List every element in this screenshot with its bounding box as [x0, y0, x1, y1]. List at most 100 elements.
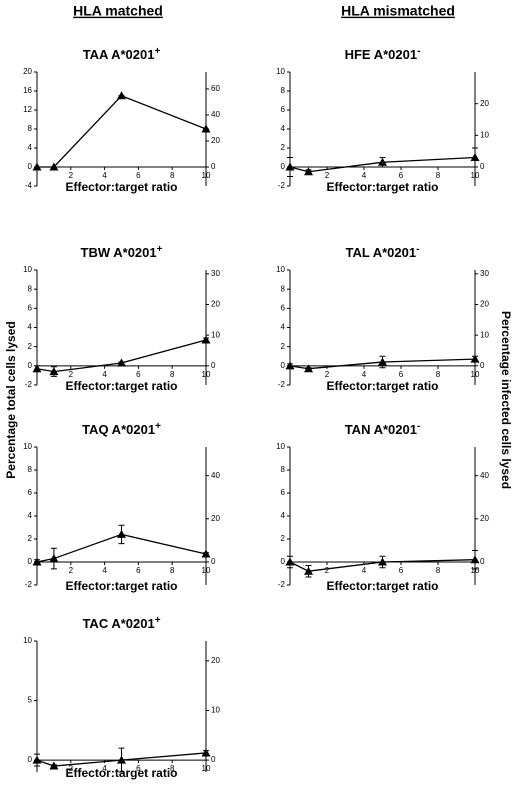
marker [32, 755, 42, 764]
y-tick-label: 0 [281, 361, 286, 370]
x-tick-label: 10 [202, 370, 211, 379]
data-line [36, 339, 207, 373]
y-tick-label: 8 [28, 284, 33, 293]
marker [285, 557, 295, 566]
marker [470, 555, 480, 564]
x-tick-label: 4 [362, 171, 367, 180]
marker [32, 162, 42, 171]
title-text: TBW A*0201 [81, 245, 157, 260]
x-tick-label: 8 [170, 370, 175, 379]
marker [117, 755, 126, 764]
y2-tick-label: 20 [480, 514, 489, 523]
title-text: TAA A*0201 [83, 47, 155, 62]
y2-tick-label: 0 [211, 162, 216, 171]
marker [49, 761, 59, 770]
x-axis-label: Effector:target ratio [65, 766, 177, 780]
title-superscript: + [154, 46, 160, 57]
y2-tick-label: 10 [480, 130, 489, 139]
y-tick-label: -2 [278, 580, 286, 589]
x-axis-label: Effector:target ratio [65, 379, 177, 393]
x-tick-label: 8 [170, 566, 175, 575]
marker [49, 162, 59, 171]
x-tick-label: 6 [136, 764, 141, 773]
y2-tick-label: 30 [211, 269, 220, 278]
marker [304, 566, 313, 575]
x-tick-label: 2 [325, 370, 330, 379]
y2-tick-label: 20 [211, 300, 220, 309]
x-axis-label: Effector:target ratio [326, 379, 438, 393]
x-tick-label: 2 [325, 566, 330, 575]
x-tick-label: 6 [399, 171, 404, 180]
x-tick-label: 6 [399, 370, 404, 379]
chart-title: TAQ A*0201+ [82, 421, 161, 438]
column-title: HLA matched [73, 3, 163, 19]
chart-title: HFE A*0201- [345, 46, 421, 63]
x-tick-label: 2 [325, 171, 330, 180]
data-line [289, 156, 476, 173]
y-tick-label: 6 [281, 105, 286, 114]
y-axis-label: Percentage total cells lysed [4, 321, 18, 478]
y-tick-label: 4 [281, 511, 286, 520]
y-tick-label: 4 [281, 323, 286, 332]
chart-title: TAA A*0201+ [83, 46, 161, 63]
data-line [36, 752, 207, 767]
y2-tick-label: 20 [480, 99, 489, 108]
y2-tick-label: 40 [211, 471, 220, 480]
marker [470, 153, 480, 161]
y-tick-label: 2 [28, 534, 33, 543]
y-tick-label: -2 [278, 181, 286, 190]
data-line [36, 533, 207, 563]
y-tick-label: 0 [28, 361, 33, 370]
x-axis-label: Effector:target ratio [326, 579, 438, 593]
title-superscript: - [417, 46, 420, 57]
title-text: HFE A*0201 [345, 47, 418, 62]
y-tick-label: 8 [281, 86, 286, 95]
y-tick-label: 10 [276, 67, 285, 76]
x-tick-label: 2 [69, 171, 74, 180]
chart-title: TAL A*0201- [346, 244, 420, 261]
marker [49, 554, 59, 563]
y2-tick-label: 20 [211, 656, 220, 665]
y-tick-label: 12 [23, 105, 32, 114]
y-tick-label: 2 [281, 534, 286, 543]
x-tick-label: 8 [170, 764, 175, 773]
y-tick-label: 4 [28, 323, 33, 332]
x-tick-label: 10 [471, 370, 480, 379]
y-tick-label: 0 [28, 162, 33, 171]
chart-title: TAN A*0201- [345, 421, 421, 438]
y-tick-label: 4 [28, 511, 33, 520]
marker [304, 364, 313, 373]
y-tick-label: 8 [28, 124, 33, 133]
y-tick-label: 10 [23, 442, 32, 451]
x-tick-label: 10 [202, 764, 211, 773]
y2-tick-label: 0 [211, 755, 216, 764]
marker [285, 361, 295, 370]
y2-tick-label: 0 [211, 361, 216, 370]
y-tick-label: 0 [28, 557, 33, 566]
y2-tick-label: 60 [211, 84, 220, 93]
marker [32, 364, 42, 373]
y-tick-label: 8 [28, 465, 33, 474]
x-tick-label: 4 [102, 764, 107, 773]
y2-tick-label: 0 [480, 162, 485, 171]
y-tick-label: 10 [23, 265, 32, 274]
marker [285, 162, 295, 171]
marker [49, 367, 59, 376]
x-axis-label: Effector:target ratio [65, 579, 177, 593]
y2-tick-label: 30 [480, 269, 489, 278]
y2-tick-label: 40 [211, 110, 220, 119]
x-tick-label: 6 [399, 566, 404, 575]
title-text: TAN A*0201 [345, 422, 417, 437]
x-tick-label: 4 [102, 566, 107, 575]
x-tick-label: 6 [136, 566, 141, 575]
x-tick-label: 8 [170, 171, 175, 180]
marker [32, 557, 42, 566]
x-tick-label: 10 [202, 566, 211, 575]
title-text: TAC A*0201 [82, 616, 154, 631]
x-tick-label: 4 [102, 370, 107, 379]
x-tick-label: 4 [102, 171, 107, 180]
y-tick-label: 10 [276, 265, 285, 274]
x-tick-label: 10 [471, 566, 480, 575]
x-tick-label: 6 [136, 171, 141, 180]
